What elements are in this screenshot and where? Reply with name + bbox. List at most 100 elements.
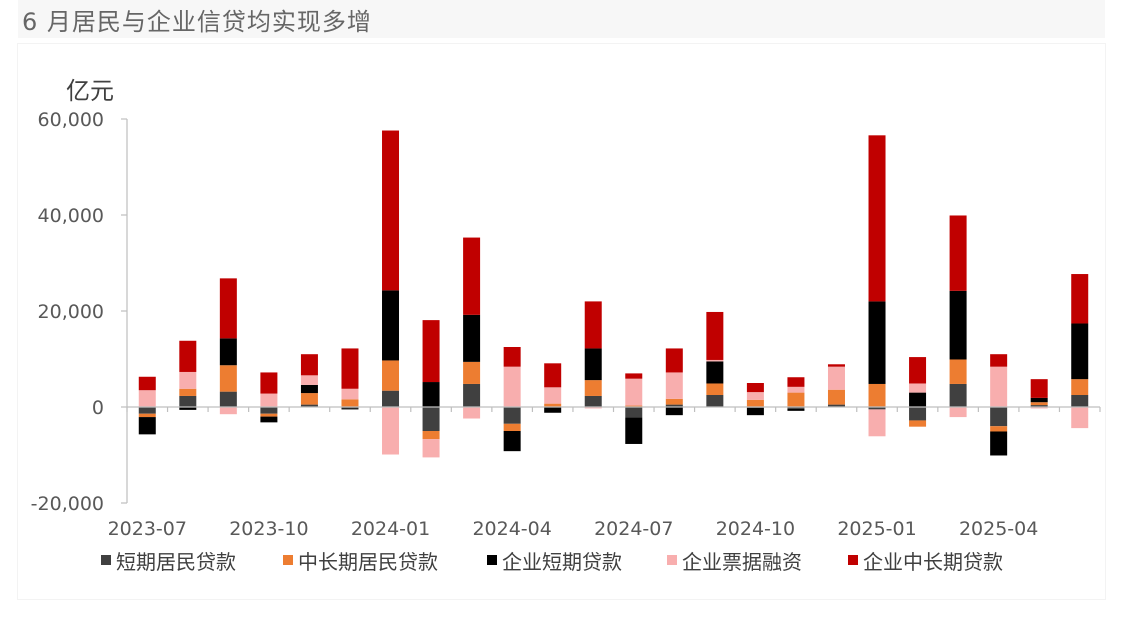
bar-segment-5-2023-11 bbox=[300, 354, 318, 376]
bar-segment-1-2023-09 bbox=[219, 391, 237, 407]
bar-segment-4-2024-07 bbox=[625, 378, 643, 406]
bar-segment-1-2024-09 bbox=[706, 395, 724, 407]
x-tick-label: 2025-04 bbox=[959, 518, 1038, 540]
axes-layer: -20,000 0 20,000 40,000 60,000 2023-07 2023-10… bbox=[31, 109, 1101, 540]
bar-segment-3-2025-05 bbox=[1030, 397, 1048, 403]
bar-segment-3-2023-10 bbox=[260, 416, 278, 423]
legend-label-1: 短期居民贷款 bbox=[116, 550, 236, 574]
legend-swatch-3 bbox=[487, 555, 497, 565]
bar-segment-4-2024-02 bbox=[422, 439, 440, 458]
bar-segment-5-2024-02 bbox=[422, 320, 440, 383]
bar-segment-1-2024-08 bbox=[665, 404, 683, 407]
x-tick-label: 2024-10 bbox=[716, 518, 795, 540]
bar-segment-2-2025-06 bbox=[1071, 379, 1089, 395]
bar-segment-4-2025-02 bbox=[909, 383, 927, 393]
legend-swatch-1 bbox=[101, 555, 111, 565]
bar-segment-2-2024-06 bbox=[584, 380, 602, 396]
bar-segment-5-2024-08 bbox=[665, 348, 683, 373]
legend-label-4: 企业票据融资 bbox=[682, 550, 802, 574]
bar-segment-3-2023-11 bbox=[300, 384, 318, 394]
bar-segment-5-2024-03 bbox=[463, 237, 481, 315]
x-tick-label: 2024-01 bbox=[351, 518, 430, 540]
bar-segment-2-2024-01 bbox=[382, 360, 400, 391]
bar-segment-3-2024-08 bbox=[665, 407, 683, 416]
bar-segment-1-2024-02 bbox=[422, 407, 440, 431]
bar-segment-5-2023-09 bbox=[219, 278, 237, 339]
bar-segment-4-2025-04 bbox=[990, 366, 1008, 407]
bar-segment-5-2025-06 bbox=[1071, 274, 1089, 324]
legend-label-2: 中长期居民贷款 bbox=[298, 550, 438, 574]
bar-segment-4-2025-06 bbox=[1071, 407, 1089, 429]
bar-segment-5-2024-06 bbox=[584, 301, 602, 349]
bar-segment-1-2024-01 bbox=[382, 390, 400, 407]
y-unit-label: 亿元 bbox=[66, 77, 114, 105]
legend-swatch-4 bbox=[667, 555, 677, 565]
bar-segment-5-2023-12 bbox=[341, 348, 359, 389]
bar-segment-3-2024-09 bbox=[706, 361, 724, 384]
bar-segment-5-2024-10 bbox=[746, 383, 764, 393]
bar-segment-4-2024-05 bbox=[544, 387, 562, 404]
bar-segment-2-2025-02 bbox=[909, 420, 927, 427]
x-tick-label: 2025-01 bbox=[837, 518, 916, 540]
legend-swatch-5 bbox=[848, 555, 858, 565]
chart-title: 6 月居民与企业信贷均实现多增 bbox=[22, 8, 372, 36]
bar-segment-1-2024-12 bbox=[827, 404, 845, 407]
bar-segment-2-2023-07 bbox=[138, 413, 156, 418]
bar-segment-4-2024-01 bbox=[382, 407, 400, 455]
bar-segment-4-2023-07 bbox=[138, 390, 156, 407]
chart-card bbox=[18, 44, 1105, 599]
bar-segment-5-2023-07 bbox=[138, 376, 156, 391]
x-tick-label: 2023-10 bbox=[229, 518, 308, 540]
bar-segment-1-2024-11 bbox=[787, 407, 805, 409]
bar-segment-1-2024-07 bbox=[625, 407, 643, 418]
bar-segment-1-2023-07 bbox=[138, 407, 156, 414]
bar-segment-3-2023-08 bbox=[179, 407, 197, 410]
bar-segment-1-2024-04 bbox=[503, 407, 521, 424]
legend-swatch-2 bbox=[283, 555, 293, 565]
y-tick-label: 0 bbox=[92, 397, 104, 419]
bar-segment-1-2025-03 bbox=[949, 383, 967, 407]
bar-segment-4-2024-06 bbox=[584, 407, 602, 409]
bar-segment-3-2025-04 bbox=[990, 431, 1008, 456]
bar-segment-3-2025-03 bbox=[949, 290, 967, 360]
bar-segment-5-2024-05 bbox=[544, 363, 562, 388]
bar-segment-1-2023-12 bbox=[341, 407, 359, 409]
bar-segment-5-2024-12 bbox=[827, 364, 845, 367]
bar-segment-3-2024-04 bbox=[503, 431, 521, 452]
bar-segment-3-2024-07 bbox=[625, 417, 643, 444]
bar-segment-5-2025-03 bbox=[949, 215, 967, 291]
bar-segment-3-2025-02 bbox=[909, 392, 927, 407]
bar-segment-5-2024-04 bbox=[503, 347, 521, 367]
bar-segment-5-2023-10 bbox=[260, 372, 278, 394]
bar-segment-3-2024-03 bbox=[463, 314, 481, 362]
bar-segment-4-2024-11 bbox=[787, 386, 805, 393]
bar-segment-1-2023-10 bbox=[260, 407, 278, 414]
bar-segment-4-2023-08 bbox=[179, 371, 197, 389]
bar-segment-3-2024-06 bbox=[584, 348, 602, 381]
bar-segment-3-2023-09 bbox=[219, 338, 237, 366]
y-tick-label: 60,000 bbox=[38, 109, 104, 131]
x-tick-label: 2024-04 bbox=[472, 518, 551, 540]
bar-segment-5-2024-11 bbox=[787, 377, 805, 387]
y-tick-label: 40,000 bbox=[38, 205, 104, 227]
bar-segment-3-2024-02 bbox=[422, 382, 440, 407]
bar-segment-5-2025-01 bbox=[868, 135, 886, 302]
bar-segment-2-2024-09 bbox=[706, 383, 724, 395]
bar-segment-2-2024-08 bbox=[665, 398, 683, 405]
bar-segment-1-2023-08 bbox=[179, 395, 197, 407]
bar-segment-4-2024-09 bbox=[706, 359, 724, 362]
bar-segment-3-2023-12 bbox=[341, 408, 359, 410]
bar-segment-1-2024-06 bbox=[584, 395, 602, 407]
title-bar: 6 月居民与企业信贷均实现多增 bbox=[18, 0, 1105, 38]
bar-segment-4-2023-10 bbox=[260, 393, 278, 407]
bar-segment-1-2025-06 bbox=[1071, 395, 1089, 407]
x-tick-label: 2024-07 bbox=[594, 518, 673, 540]
bar-segment-2-2025-01 bbox=[868, 383, 886, 407]
bar-segment-2-2025-03 bbox=[949, 359, 967, 384]
bar-segment-3-2024-11 bbox=[787, 408, 805, 411]
bar-segment-1-2025-04 bbox=[990, 407, 1008, 427]
bar-segment-1-2023-11 bbox=[300, 404, 318, 407]
bar-segment-2-2024-11 bbox=[787, 392, 805, 407]
bar-segment-3-2024-05 bbox=[544, 407, 562, 413]
